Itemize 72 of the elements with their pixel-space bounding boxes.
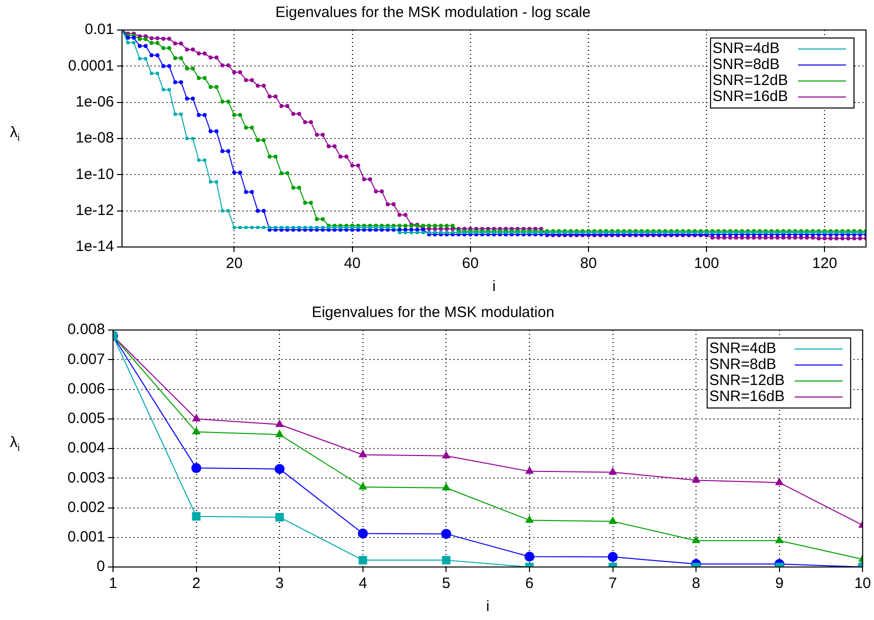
x-axis-title: i <box>492 278 496 296</box>
point <box>442 450 451 458</box>
y-tick-label: 0 <box>96 558 105 576</box>
chart-title: Eigenvalues for the MSK modulation - log scale <box>275 4 591 22</box>
legend-label: SNR=8dB <box>712 56 780 74</box>
point <box>441 528 452 539</box>
point <box>442 482 451 490</box>
x-tick-label: 3 <box>275 575 284 592</box>
legend-label: SNR=16dB <box>709 388 785 406</box>
y-tick-label: 0.002 <box>67 498 105 516</box>
y-tick-label: 1e-12 <box>76 202 114 219</box>
point <box>192 512 201 521</box>
y-tick-label: 0.004 <box>67 440 105 457</box>
point <box>442 556 450 564</box>
x-tick-label: 100 <box>694 255 720 272</box>
y-tick-label: 1e-08 <box>76 130 114 147</box>
point <box>358 528 368 539</box>
x-tick-label: 7 <box>608 575 617 592</box>
x-tick-label: 120 <box>812 255 838 272</box>
x-tick-label: 60 <box>462 255 479 272</box>
legend-label: SNR=12dB <box>712 72 788 90</box>
x-axis-title: i <box>486 598 490 616</box>
point <box>692 475 700 483</box>
x-tick-label: 4 <box>358 575 368 592</box>
x-tick-label: 8 <box>692 575 700 592</box>
x-tick-label: 80 <box>580 255 597 272</box>
y-tick-label: 1e-14 <box>76 238 114 256</box>
legend-label: SNR=16dB <box>712 88 788 106</box>
point <box>358 450 368 458</box>
chart-title: Eigenvalues for the MSK modulation <box>312 304 554 322</box>
point <box>775 536 784 544</box>
point <box>775 478 784 486</box>
point <box>525 466 534 474</box>
x-tick-label: 40 <box>344 255 361 272</box>
y-tick-label: 0.01 <box>84 21 114 38</box>
y-axis-title: λ$_{i}$ <box>10 434 20 454</box>
x-tick-label: 1 <box>108 575 118 592</box>
point <box>608 516 618 524</box>
point <box>524 552 534 562</box>
y-tick-label: 0.007 <box>67 350 105 368</box>
point <box>191 463 202 474</box>
point <box>274 464 285 474</box>
point <box>275 512 284 522</box>
point <box>275 430 284 438</box>
x-tick-label: 6 <box>525 575 534 592</box>
x-tick-label: 20 <box>226 255 243 272</box>
x-tick-label: 5 <box>442 575 450 592</box>
point <box>358 482 368 490</box>
point <box>692 536 700 544</box>
legend-label: SNR=4dB <box>709 340 776 358</box>
y-tick-label: 0.005 <box>67 410 105 428</box>
point <box>525 515 534 523</box>
point <box>192 426 201 434</box>
y-tick-label: 0.003 <box>67 469 105 486</box>
legend-label: SNR=12dB <box>709 372 785 390</box>
point <box>275 420 284 428</box>
y-tick-label: 0.008 <box>67 321 105 338</box>
x-tick-label: 2 <box>192 575 200 592</box>
legend-label: SNR=4dB <box>712 40 780 58</box>
y-tick-label: 0.006 <box>67 380 105 398</box>
y-tick-label: 1e-10 <box>76 166 114 183</box>
y-axis-title: λ$_{i}$ <box>10 124 20 144</box>
point <box>192 414 201 422</box>
x-tick-label: 10 <box>854 575 871 592</box>
point <box>608 552 618 562</box>
point <box>608 467 618 475</box>
y-tick-label: 0.0001 <box>68 57 114 74</box>
legend-label: SNR=8dB <box>709 356 776 374</box>
y-tick-label: 0.001 <box>67 528 105 546</box>
point <box>358 556 368 564</box>
y-tick-label: 1e-06 <box>76 93 114 110</box>
x-tick-label: 9 <box>775 575 784 592</box>
